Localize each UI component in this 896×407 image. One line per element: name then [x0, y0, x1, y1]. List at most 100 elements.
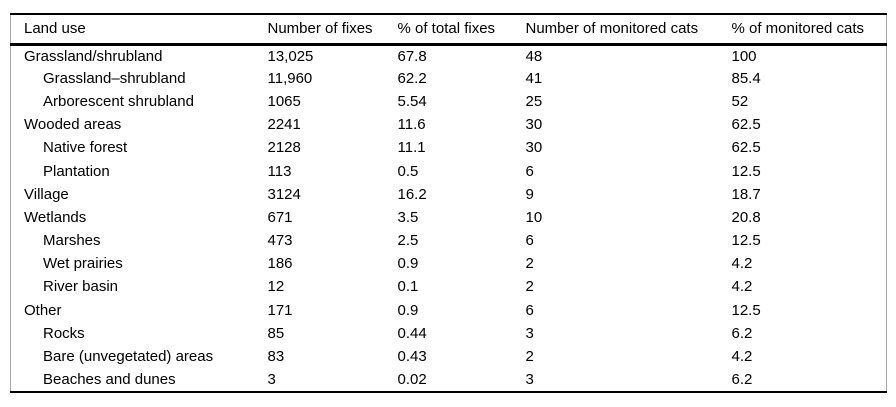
row-label: Marshes — [43, 232, 101, 250]
row-label: Plantation — [43, 162, 110, 180]
table-row: Wooded areas 2241 11.6 30 62.5 — [11, 114, 887, 137]
cell-fixes: 11,960 — [267, 69, 313, 87]
cell-pct-cats: 12.5 — [731, 162, 761, 180]
col-header-pct-total-fixes: % of total fixes — [384, 14, 513, 46]
table-row: Grassland–shrubland 11,960 62.2 41 85.4 — [11, 68, 887, 91]
cell-fixes: 171 — [267, 301, 293, 319]
cell-pct-fixes: 0.44 — [397, 324, 427, 342]
cell-fixes: 2128 — [267, 139, 301, 157]
cell-pct-fixes: 16.2 — [397, 185, 427, 203]
table-header: Land use Number of fixes % of total fixe… — [10, 14, 887, 46]
cell-pct-fixes: 62.2 — [397, 69, 427, 87]
header-row: Land use Number of fixes % of total fixe… — [10, 14, 887, 46]
table-row: Wetlands 671 3.5 10 20.8 — [11, 207, 887, 230]
cell-pct-cats: 62.5 — [731, 139, 761, 157]
row-label: Village — [24, 185, 69, 203]
col-header-pct-monitored-cats: % of monitored cats — [718, 14, 887, 46]
cell-cats: 6 — [525, 301, 534, 319]
cell-cats: 2 — [525, 255, 534, 273]
cell-cats: 9 — [525, 185, 534, 203]
row-label: Beaches and dunes — [43, 370, 176, 388]
cell-fixes: 83 — [267, 347, 285, 365]
table-row: Bare (unvegetated) areas 83 0.43 2 4.2 — [11, 346, 887, 369]
table-row: Marshes 473 2.5 6 12.5 — [11, 230, 887, 253]
cell-cats: 6 — [525, 162, 534, 180]
cell-pct-cats: 18.7 — [731, 185, 761, 203]
cell-cats: 48 — [525, 47, 543, 65]
cell-pct-cats: 6.2 — [731, 324, 753, 342]
cell-pct-fixes: 0.9 — [397, 255, 419, 273]
cell-fixes: 113 — [267, 162, 292, 180]
cell-fixes: 3 — [267, 370, 276, 388]
table-row: Grassland/shrubland 13,025 67.8 48 100 — [11, 45, 887, 68]
cell-cats: 30 — [525, 116, 543, 134]
table-row: Wet prairies 186 0.9 2 4.2 — [11, 253, 887, 276]
cell-cats: 6 — [525, 232, 534, 250]
table-row: Other 171 0.9 6 12.5 — [11, 299, 887, 322]
cell-pct-fixes: 5.54 — [397, 93, 427, 111]
cell-pct-fixes: 0.43 — [397, 347, 427, 365]
cell-fixes: 3124 — [267, 185, 301, 203]
cell-fixes: 186 — [267, 255, 293, 273]
cell-cats: 30 — [525, 139, 543, 157]
cell-cats: 25 — [525, 93, 543, 111]
cell-cats: 2 — [525, 278, 534, 296]
row-label: Wet prairies — [43, 255, 123, 273]
cell-cats: 3 — [525, 324, 534, 342]
col-header-number-of-fixes: Number of fixes — [254, 14, 385, 46]
cell-pct-fixes: 2.5 — [397, 232, 419, 250]
land-use-table: Land use Number of fixes % of total fixe… — [10, 13, 887, 393]
cell-pct-cats: 12.5 — [731, 232, 761, 250]
table-row: River basin 12 0.1 2 4.2 — [11, 276, 887, 299]
cell-pct-fixes: 0.9 — [397, 301, 419, 319]
row-label: Rocks — [43, 324, 85, 342]
row-label: Native forest — [43, 139, 128, 157]
col-header-number-monitored-cats: Number of monitored cats — [512, 14, 719, 46]
cell-fixes: 12 — [267, 278, 285, 296]
cell-cats: 41 — [525, 69, 543, 87]
cell-cats: 2 — [525, 347, 534, 365]
cell-cats: 3 — [525, 370, 534, 388]
row-label: Wooded areas — [24, 116, 122, 134]
table-row: Village 3124 16.2 9 18.7 — [11, 183, 887, 206]
row-label: River basin — [43, 278, 119, 296]
cell-pct-cats: 85.4 — [731, 69, 761, 87]
row-label: Grassland/shrubland — [24, 47, 163, 65]
cell-pct-fixes: 0.02 — [397, 370, 427, 388]
cell-cats: 10 — [525, 208, 543, 226]
cell-pct-cats: 4.2 — [731, 278, 753, 296]
cell-pct-cats: 4.2 — [731, 347, 753, 365]
table-row: Beaches and dunes 3 0.02 3 6.2 — [11, 369, 887, 392]
row-label: Other — [24, 301, 62, 319]
cell-fixes: 473 — [267, 232, 293, 250]
row-label: Grassland–shrubland — [43, 69, 186, 87]
cell-fixes: 13,025 — [267, 47, 314, 65]
row-label: Bare (unvegetated) areas — [43, 347, 214, 365]
cell-fixes: 85 — [267, 324, 285, 342]
cell-pct-cats: 52 — [731, 93, 749, 111]
table-row: Arborescent shrubland 1065 5.54 25 52 — [11, 91, 887, 114]
cell-pct-cats: 4.2 — [731, 255, 753, 273]
table-row: Native forest 2128 11.1 30 62.5 — [11, 137, 887, 160]
cell-fixes: 2241 — [267, 116, 301, 134]
cell-pct-fixes: 67.8 — [397, 47, 427, 65]
cell-pct-fixes: 3.5 — [397, 208, 419, 226]
cell-pct-cats: 20.8 — [731, 208, 761, 226]
cell-pct-fixes: 11.1 — [397, 139, 426, 157]
cell-pct-fixes: 0.5 — [397, 162, 419, 180]
cell-pct-cats: 6.2 — [731, 370, 753, 388]
table-row: Rocks 85 0.44 3 6.2 — [11, 322, 887, 345]
cell-pct-cats: 62.5 — [731, 116, 761, 134]
cell-fixes: 671 — [267, 208, 293, 226]
col-header-land-use: Land use — [10, 14, 255, 46]
cell-pct-fixes: 11.6 — [397, 116, 426, 134]
row-label: Arborescent shrubland — [43, 93, 194, 111]
cell-pct-fixes: 0.1 — [397, 278, 419, 296]
cell-pct-cats: 100 — [731, 47, 757, 65]
table-row: Plantation 113 0.5 6 12.5 — [11, 160, 887, 183]
table-body: Grassland/shrubland 13,025 67.8 48 100 G… — [11, 45, 887, 393]
cell-pct-cats: 12.5 — [731, 301, 761, 319]
cell-fixes: 1065 — [267, 93, 301, 111]
row-label: Wetlands — [24, 208, 87, 226]
